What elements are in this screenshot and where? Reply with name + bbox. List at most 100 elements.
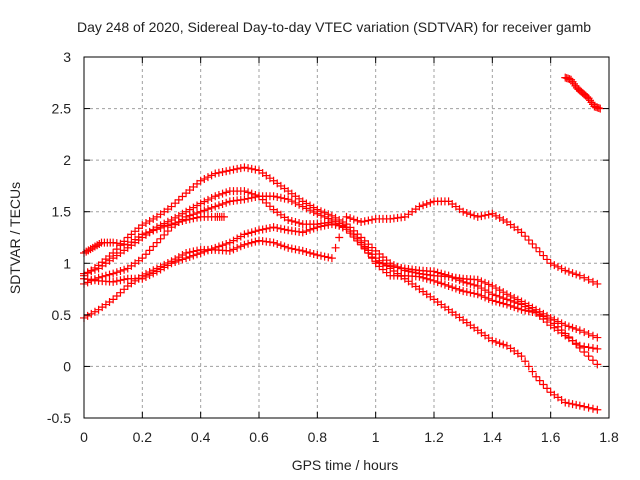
series-s6 (80, 220, 602, 369)
data-point (189, 214, 198, 223)
data-point (247, 238, 256, 247)
data-point (342, 223, 351, 232)
data-point (495, 213, 504, 222)
data-point (222, 198, 231, 207)
data-point (568, 77, 577, 86)
data-point (587, 98, 596, 107)
data-point (284, 215, 293, 224)
data-point (214, 190, 223, 199)
data-point (470, 280, 479, 289)
data-point (444, 271, 453, 280)
data-point (203, 205, 212, 214)
data-point (481, 278, 490, 287)
data-point (152, 225, 161, 234)
data-point (335, 221, 344, 230)
data-point (152, 238, 161, 247)
data-point (218, 241, 227, 250)
data-point (517, 305, 526, 314)
data-point (316, 222, 325, 231)
data-point (178, 192, 187, 201)
data-point (160, 222, 169, 231)
data-point (174, 195, 183, 204)
data-point (112, 292, 121, 301)
x-tick-label: 0.6 (249, 429, 269, 445)
data-point (484, 288, 493, 297)
data-point (320, 221, 329, 230)
data-point (138, 274, 147, 283)
data-point (584, 352, 593, 361)
data-point (200, 247, 209, 256)
data-point (484, 294, 493, 303)
x-tick-label: 1.6 (541, 429, 561, 445)
data-point (196, 199, 205, 208)
data-point (116, 276, 125, 285)
data-point (580, 328, 589, 337)
data-point (430, 276, 438, 285)
data-point (593, 279, 602, 288)
data-point (584, 275, 593, 284)
data-point (593, 333, 602, 342)
data-point (433, 268, 442, 277)
data-point (517, 228, 526, 237)
data-point (120, 275, 129, 284)
data-point (580, 273, 589, 282)
y-tick-label: 3 (63, 49, 71, 65)
data-point (200, 174, 209, 183)
data-point (265, 223, 274, 232)
data-point (440, 280, 449, 289)
data-points (80, 73, 605, 414)
data-point (211, 243, 220, 252)
data-point (364, 248, 373, 257)
data-point (193, 201, 202, 210)
y-axis-label: SDTVAR / TECUs (7, 182, 23, 294)
data-point (309, 207, 318, 216)
data-point (580, 347, 589, 356)
data-point (207, 194, 216, 203)
data-point (258, 225, 267, 234)
data-point (331, 220, 340, 229)
data-point (145, 227, 154, 236)
data-point (535, 376, 544, 385)
data-point (178, 216, 187, 225)
data-point (240, 163, 249, 172)
data-point (506, 301, 515, 310)
data-point (580, 402, 589, 411)
data-point (247, 164, 256, 173)
data-point (491, 211, 500, 220)
data-point (342, 212, 351, 221)
data-point (521, 232, 530, 241)
data-point (240, 195, 249, 204)
data-point (211, 202, 220, 211)
data-point (273, 193, 282, 202)
data-point (564, 333, 573, 342)
data-point (575, 343, 584, 352)
data-point (152, 267, 161, 276)
data-point (156, 223, 165, 232)
data-point (564, 322, 573, 331)
data-point (575, 401, 584, 410)
data-point (557, 264, 566, 273)
data-point (298, 202, 307, 211)
data-point (174, 256, 183, 265)
x-tick-label: 1.2 (424, 429, 444, 445)
data-point (109, 277, 118, 286)
data-point (233, 234, 242, 243)
data-point (593, 344, 602, 353)
data-point (163, 221, 172, 230)
data-point (225, 238, 234, 247)
data-point (357, 238, 366, 247)
data-point (196, 176, 205, 185)
data-point (229, 236, 238, 245)
data-point (236, 232, 245, 241)
y-axis: -0.5 0 0.5 1 1.5 2 2.5 3 (47, 49, 609, 426)
data-point (553, 262, 562, 271)
data-point (568, 323, 577, 332)
data-point (481, 286, 490, 295)
data-point (211, 169, 220, 178)
data-point (116, 267, 125, 276)
data-point (182, 215, 191, 224)
data-point (276, 193, 285, 202)
data-point (83, 268, 92, 277)
data-point (291, 218, 300, 227)
